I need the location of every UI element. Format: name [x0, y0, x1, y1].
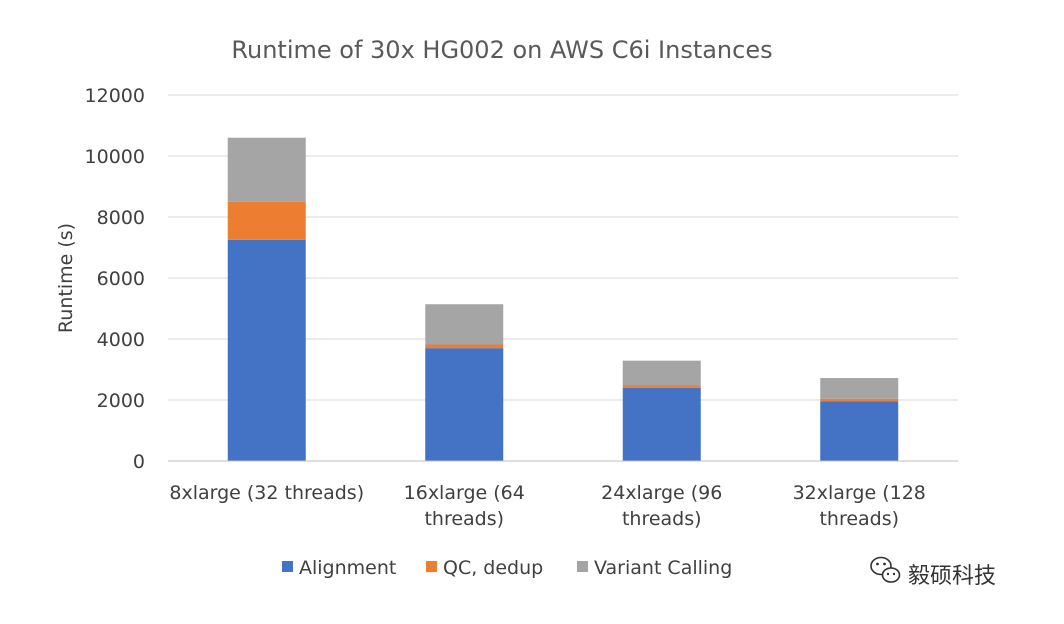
x-category-label: threads)	[819, 508, 899, 530]
x-category-label: threads)	[424, 508, 504, 530]
x-category-label: 24xlarge (96	[601, 482, 722, 504]
y-tick-label: 6000	[97, 268, 145, 290]
y-tick-label: 10000	[85, 146, 145, 168]
y-tick-label: 12000	[85, 85, 145, 107]
legend-swatch	[282, 561, 293, 572]
bar-segment	[820, 398, 899, 402]
legend-item: Alignment	[282, 557, 396, 579]
legend-label: Alignment	[299, 557, 396, 579]
bar-segment	[425, 304, 504, 345]
y-tick-label: 8000	[97, 207, 145, 229]
bar-segment	[227, 201, 306, 240]
legend-item: Variant Calling	[577, 557, 732, 579]
y-tick-labels: 0 2000 4000 6000 8000 10000 12000	[85, 85, 145, 473]
bar-segment	[425, 348, 504, 461]
legend-label: Variant Calling	[594, 557, 732, 579]
legend-swatch	[426, 561, 437, 572]
x-category-label: 32xlarge (128	[793, 482, 926, 504]
bar-segment	[227, 239, 306, 461]
bar-segment	[227, 137, 306, 202]
legend-swatch	[577, 561, 588, 572]
y-tick-label: 4000	[97, 329, 145, 351]
bar-segment	[622, 387, 701, 461]
legend: Alignment QC, dedup Variant Calling	[282, 557, 732, 579]
x-category-label: 8xlarge (32 threads)	[169, 482, 364, 504]
category-labels: 8xlarge (32 threads) 16xlarge (64 threads)…	[169, 482, 926, 530]
bar-segment	[425, 344, 504, 349]
watermark-text: 毅硕科技	[908, 564, 996, 589]
legend-item: QC, dedup	[426, 557, 543, 579]
chart-title: Runtime of 30x HG002 on AWS C6i Instance…	[231, 36, 772, 64]
wechat-icon	[870, 556, 901, 583]
y-axis-label: Runtime (s)	[55, 223, 77, 333]
x-category-label: 16xlarge (64	[404, 482, 525, 504]
bar-segment	[622, 385, 701, 388]
x-category-label: threads)	[622, 508, 702, 530]
bar-segment	[820, 401, 899, 461]
bars	[227, 137, 899, 461]
y-tick-label: 2000	[97, 390, 145, 412]
watermark: 毅硕科技	[870, 556, 996, 589]
bar-segment	[820, 378, 899, 399]
bar-segment	[622, 360, 701, 386]
y-tick-label: 0	[133, 451, 145, 473]
legend-label: QC, dedup	[443, 557, 543, 579]
